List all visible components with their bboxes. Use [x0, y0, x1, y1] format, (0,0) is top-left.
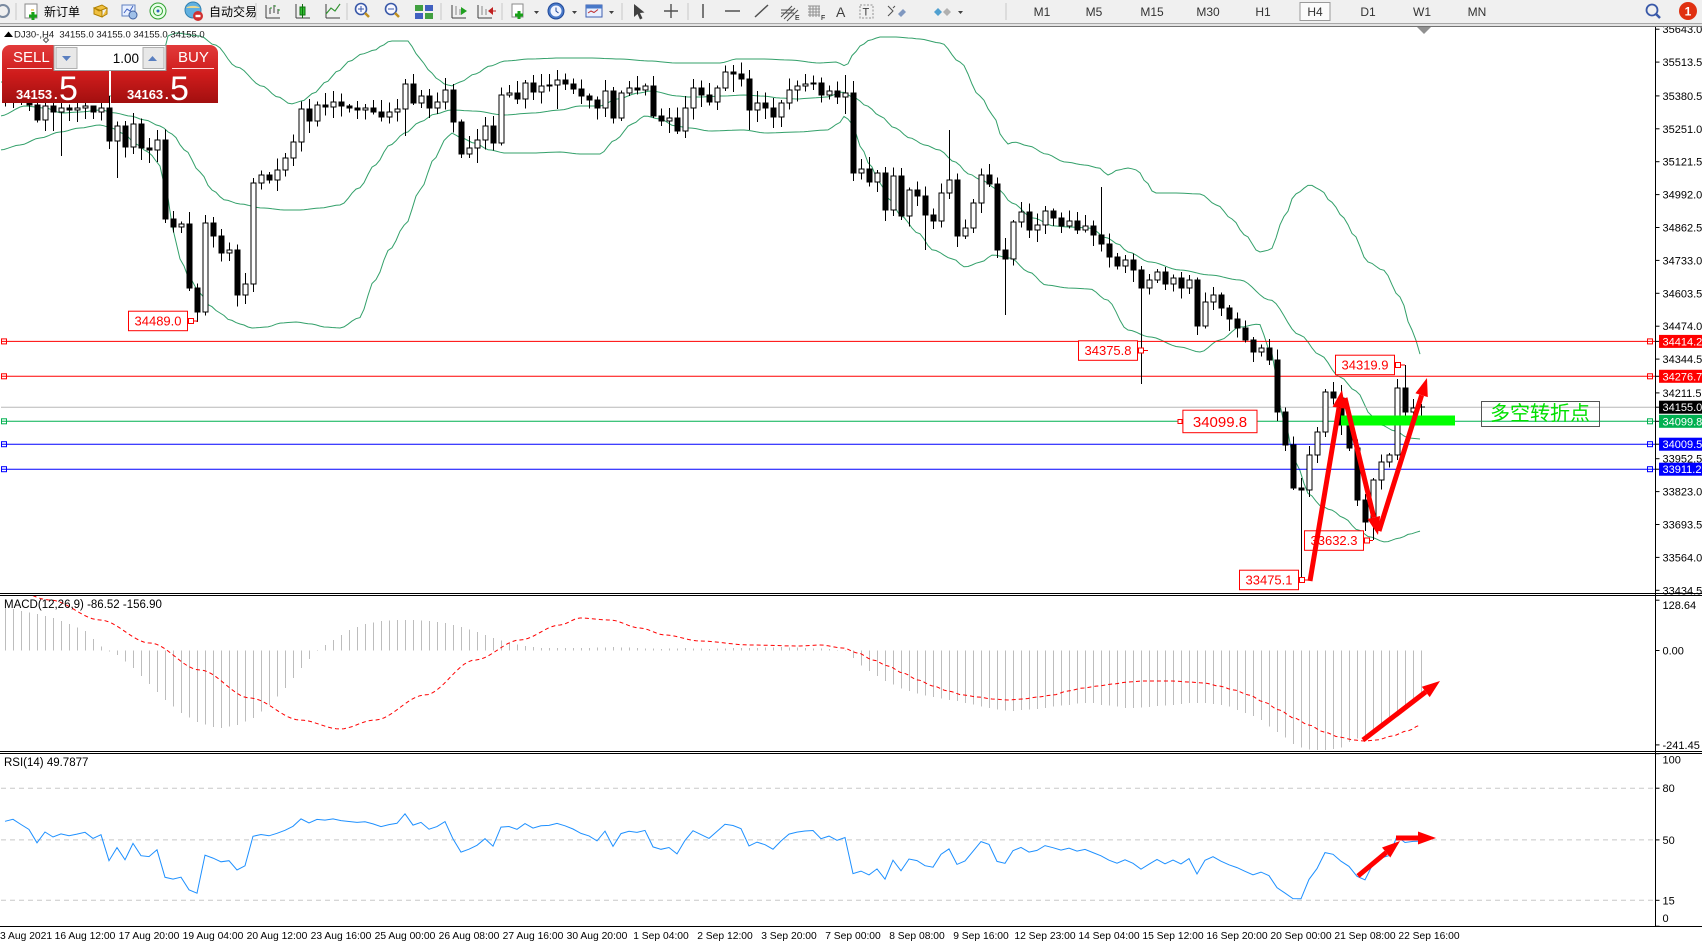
svg-text:BUY: BUY — [178, 49, 209, 66]
svg-text:H1: H1 — [1255, 5, 1271, 19]
svg-text:16 Aug 12:00: 16 Aug 12:00 — [55, 931, 116, 942]
svg-text:35251.0: 35251.0 — [1663, 124, 1702, 136]
svg-text:19 Aug 04:00: 19 Aug 04:00 — [183, 931, 244, 942]
svg-text:34153: 34153 — [16, 87, 52, 102]
svg-text:.: . — [165, 87, 169, 102]
svg-text:SELL: SELL — [13, 49, 50, 66]
svg-text:34474.0: 34474.0 — [1663, 321, 1702, 333]
svg-text:33693.5: 33693.5 — [1663, 520, 1702, 532]
svg-text:34489.0: 34489.0 — [135, 314, 182, 329]
svg-text:33434.5: 33434.5 — [1663, 585, 1702, 597]
svg-text:34733.0: 34733.0 — [1663, 255, 1702, 267]
svg-text:0.00: 0.00 — [1663, 646, 1684, 658]
svg-text:34099.8: 34099.8 — [1193, 414, 1247, 431]
svg-text:16 Sep 20:00: 16 Sep 20:00 — [1206, 931, 1268, 942]
svg-text:1.00: 1.00 — [113, 51, 139, 66]
svg-text:1 Sep 04:00: 1 Sep 04:00 — [633, 931, 689, 942]
svg-text:33911.2: 33911.2 — [1663, 464, 1702, 476]
svg-text:34992.0: 34992.0 — [1663, 190, 1702, 202]
svg-text:50: 50 — [1663, 835, 1675, 847]
svg-text:9 Sep 16:00: 9 Sep 16:00 — [953, 931, 1009, 942]
svg-text:M15: M15 — [1140, 5, 1164, 19]
svg-text:M5: M5 — [1086, 5, 1103, 19]
svg-text:.: . — [54, 87, 58, 102]
svg-text:34319.9: 34319.9 — [1342, 358, 1389, 373]
svg-text:自动交易: 自动交易 — [209, 4, 257, 19]
svg-text:T: T — [863, 7, 870, 19]
svg-text:34344.5: 34344.5 — [1663, 354, 1702, 366]
svg-text:34211.5: 34211.5 — [1663, 388, 1702, 400]
svg-text:35380.5: 35380.5 — [1663, 91, 1702, 103]
svg-text:34009.5: 34009.5 — [1663, 439, 1702, 451]
svg-text:34603.5: 34603.5 — [1663, 288, 1702, 300]
svg-text:15: 15 — [1663, 895, 1675, 907]
svg-text:MACD(12,26,9) -86.52 -156.90: MACD(12,26,9) -86.52 -156.90 — [4, 599, 162, 611]
svg-text:34163: 34163 — [127, 87, 163, 102]
svg-text:33475.1: 33475.1 — [1246, 573, 1293, 588]
svg-text:M30: M30 — [1196, 5, 1220, 19]
svg-text:34414.2: 34414.2 — [1663, 336, 1702, 348]
svg-text:3 Sep 20:00: 3 Sep 20:00 — [761, 931, 817, 942]
svg-text:80: 80 — [1663, 783, 1675, 795]
svg-text:A: A — [836, 4, 846, 20]
svg-text:DJ30-,H4 34155.0 34155.0 3415: DJ30-,H4 34155.0 34155.0 34155.0 34155.0 — [14, 30, 205, 41]
svg-text:33632.3: 33632.3 — [1311, 533, 1358, 548]
svg-text:RSI(14) 49.7877: RSI(14) 49.7877 — [4, 757, 88, 769]
svg-text:20 Sep 00:00: 20 Sep 00:00 — [1270, 931, 1332, 942]
svg-text:E: E — [795, 15, 800, 22]
svg-text:23 Aug 16:00: 23 Aug 16:00 — [311, 931, 372, 942]
svg-text:26 Aug 08:00: 26 Aug 08:00 — [439, 931, 500, 942]
svg-text:34099.8: 34099.8 — [1663, 416, 1702, 428]
svg-text:3 Aug 2021: 3 Aug 2021 — [0, 931, 52, 942]
svg-text:25 Aug 00:00: 25 Aug 00:00 — [375, 931, 436, 942]
svg-text:27 Aug 16:00: 27 Aug 16:00 — [503, 931, 564, 942]
svg-text:新订单: 新订单 — [44, 4, 80, 19]
svg-text:多空转折点: 多空转折点 — [1490, 402, 1590, 425]
svg-text:8 Sep 08:00: 8 Sep 08:00 — [889, 931, 945, 942]
svg-text:0: 0 — [1663, 913, 1669, 925]
svg-text:5: 5 — [59, 70, 78, 108]
svg-text:H4: H4 — [1307, 5, 1323, 19]
svg-text:17 Aug 20:00: 17 Aug 20:00 — [119, 931, 180, 942]
svg-text:128.64: 128.64 — [1663, 600, 1697, 612]
svg-text:21 Sep 08:00: 21 Sep 08:00 — [1334, 931, 1396, 942]
svg-text:22 Sep 16:00: 22 Sep 16:00 — [1398, 931, 1460, 942]
svg-text:1: 1 — [1685, 5, 1692, 19]
svg-text:30 Aug 20:00: 30 Aug 20:00 — [567, 931, 628, 942]
svg-text:33564.0: 33564.0 — [1663, 552, 1702, 564]
svg-text:2 Sep 12:00: 2 Sep 12:00 — [697, 931, 753, 942]
svg-text:12 Sep 23:00: 12 Sep 23:00 — [1014, 931, 1076, 942]
svg-text:34862.5: 34862.5 — [1663, 223, 1702, 235]
svg-text:5: 5 — [170, 70, 189, 108]
svg-text:33823.0: 33823.0 — [1663, 487, 1702, 499]
svg-text:100: 100 — [1663, 755, 1681, 767]
svg-text:14 Sep 04:00: 14 Sep 04:00 — [1078, 931, 1140, 942]
svg-text:15 Sep 12:00: 15 Sep 12:00 — [1142, 931, 1204, 942]
svg-text:34155.0: 34155.0 — [1663, 402, 1702, 414]
svg-text:-241.45: -241.45 — [1663, 740, 1700, 752]
svg-text:35513.5: 35513.5 — [1663, 57, 1702, 69]
svg-text:F: F — [821, 15, 825, 22]
svg-text:20 Aug 12:00: 20 Aug 12:00 — [247, 931, 308, 942]
svg-text:35643.0: 35643.0 — [1663, 24, 1702, 36]
svg-text:35121.5: 35121.5 — [1663, 157, 1702, 169]
svg-text:7 Sep 00:00: 7 Sep 00:00 — [825, 931, 881, 942]
svg-text:M1: M1 — [1034, 5, 1051, 19]
svg-text:MN: MN — [1468, 5, 1487, 19]
svg-text:34276.7: 34276.7 — [1663, 371, 1702, 383]
svg-text:34375.8: 34375.8 — [1085, 343, 1132, 358]
svg-text:D1: D1 — [1360, 5, 1376, 19]
svg-text:W1: W1 — [1413, 5, 1431, 19]
